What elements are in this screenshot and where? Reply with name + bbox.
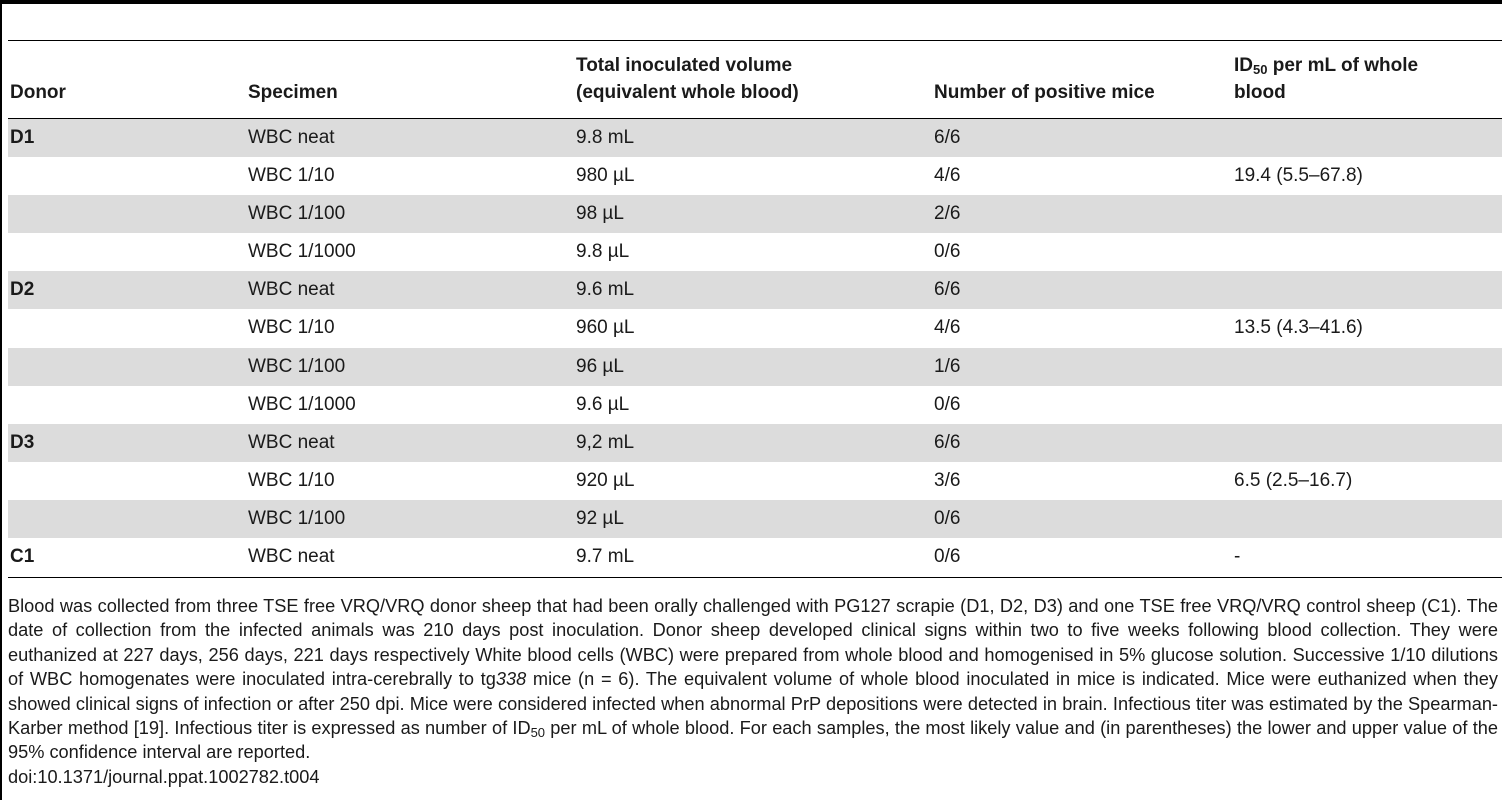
cell-volume: 9.8 µL: [576, 241, 630, 263]
cell-donor: D3: [10, 431, 35, 453]
cell-volume: 960 µL: [576, 317, 635, 339]
cell-positive: 6/6: [934, 279, 961, 301]
cell-volume: 9.8 mL: [576, 127, 635, 148]
table-bottom-rule: [8, 577, 1502, 578]
cell-positive: 2/6: [934, 203, 961, 225]
table-row: WBC 1/1000 9.8 µL 0/6: [8, 233, 1502, 271]
cell-positive: 4/6: [934, 165, 961, 187]
table-row: WBC 1/1000 9.6 µL 0/6: [8, 386, 1502, 424]
table-row: WBC 1/10 980 µL 4/6 19.4 (5.5–67.8): [8, 157, 1502, 195]
footnote-sub: 50: [530, 725, 546, 741]
table-row: WBC 1/100 96 µL 1/6: [8, 347, 1502, 386]
cell-specimen: WBC 1/100: [248, 203, 346, 225]
footnote-part1: Blood was collected from three TSE free …: [8, 596, 1498, 690]
cell-positive: 0/6: [934, 546, 961, 568]
header-id50-line2: blood: [1234, 82, 1286, 103]
header-id50-suffix: per mL of whole: [1267, 55, 1419, 76]
cell-donor: D2: [10, 279, 35, 301]
cell-specimen: WBC neat: [248, 431, 335, 453]
table-row: D1 WBC neat 9.8 mL 6/6: [8, 119, 1502, 158]
cell-volume: 92 µL: [576, 507, 624, 529]
cell-id50: -: [1234, 546, 1241, 568]
table-row: WBC 1/100 98 µL 2/6: [8, 195, 1502, 234]
cell-positive: 6/6: [934, 127, 961, 148]
header-specimen: Specimen: [248, 82, 338, 103]
cell-specimen: WBC neat: [248, 127, 335, 148]
cell-positive: 3/6: [934, 469, 961, 491]
table-row: D3 WBC neat 9,2 mL 6/6: [8, 423, 1502, 462]
cell-id50: 13.5 (4.3–41.6): [1234, 317, 1363, 339]
cell-volume: 980 µL: [576, 165, 635, 187]
cell-specimen: WBC 1/10: [248, 469, 335, 491]
left-border: [0, 0, 2, 800]
cell-donor: C1: [10, 546, 35, 568]
header-volume-line1: Total inoculated volume: [576, 55, 793, 76]
header-positive-mice: Number of positive mice: [934, 82, 1155, 103]
cell-positive: 0/6: [934, 241, 961, 263]
cell-positive: 1/6: [934, 355, 961, 377]
footnote-part2: mice (n = 6). The equivalent volume of w…: [8, 669, 1498, 739]
header-volume-line2: (equivalent whole blood): [576, 82, 799, 103]
footnote-part3: per mL of whole blood. For each samples,…: [8, 718, 1498, 763]
cell-volume: 98 µL: [576, 203, 624, 225]
cell-volume: 9.7 mL: [576, 546, 635, 568]
footnote-italic: 338: [495, 669, 527, 690]
cell-positive: 0/6: [934, 393, 961, 415]
cell-specimen: WBC 1/100: [248, 355, 346, 377]
cell-volume: 9.6 mL: [576, 279, 635, 301]
cell-specimen: WBC neat: [248, 546, 335, 568]
cell-specimen: WBC 1/100: [248, 507, 346, 529]
cell-volume: 920 µL: [576, 469, 635, 491]
cell-positive: 6/6: [934, 431, 961, 453]
cell-id50: 6.5 (2.5–16.7): [1234, 469, 1353, 491]
cell-specimen: WBC neat: [248, 279, 335, 301]
table-row: D2 WBC neat 9.6 mL 6/6: [8, 271, 1502, 310]
cell-positive: 0/6: [934, 507, 961, 529]
table-row: WBC 1/100 92 µL 0/6: [8, 499, 1502, 539]
cell-specimen: WBC 1/1000: [248, 393, 356, 415]
cell-id50: 19.4 (5.5–67.8): [1234, 165, 1363, 187]
cell-donor: D1: [10, 127, 35, 148]
table-row: WBC 1/10 920 µL 3/6 6.5 (2.5–16.7): [8, 462, 1502, 500]
cell-volume: 96 µL: [576, 355, 624, 377]
cell-specimen: WBC 1/1000: [248, 241, 356, 263]
doi-link[interactable]: doi:10.1371/journal.ppat.1002782.t004: [8, 767, 320, 787]
header-bottom-rule: [8, 118, 1502, 119]
cell-specimen: WBC 1/10: [248, 165, 335, 187]
top-rule: [0, 0, 1502, 4]
cell-positive: 4/6: [934, 317, 961, 339]
header-id50-prefix: ID: [1234, 55, 1253, 76]
cell-volume: 9.6 µL: [576, 393, 630, 415]
table-header: Donor Specimen Total inoculated volume (…: [8, 41, 1502, 118]
header-top-rule: [8, 40, 1502, 41]
table-body: D1 WBC neat 9.8 mL 6/6 WBC 1/10 980 µL 4…: [8, 119, 1502, 576]
header-donor: Donor: [10, 82, 66, 103]
header-id50-sub: 50: [1253, 62, 1268, 77]
table-footnote: Blood was collected from three TSE free …: [8, 594, 1498, 765]
table-row: C1 WBC neat 9.7 mL 0/6 -: [8, 538, 1502, 576]
cell-volume: 9,2 mL: [576, 431, 635, 453]
header-id50: ID50 per mL of whole blood: [1234, 52, 1418, 106]
header-volume: Total inoculated volume (equivalent whol…: [576, 52, 799, 106]
table-row: WBC 1/10 960 µL 4/6 13.5 (4.3–41.6): [8, 309, 1502, 347]
cell-specimen: WBC 1/10: [248, 317, 335, 339]
